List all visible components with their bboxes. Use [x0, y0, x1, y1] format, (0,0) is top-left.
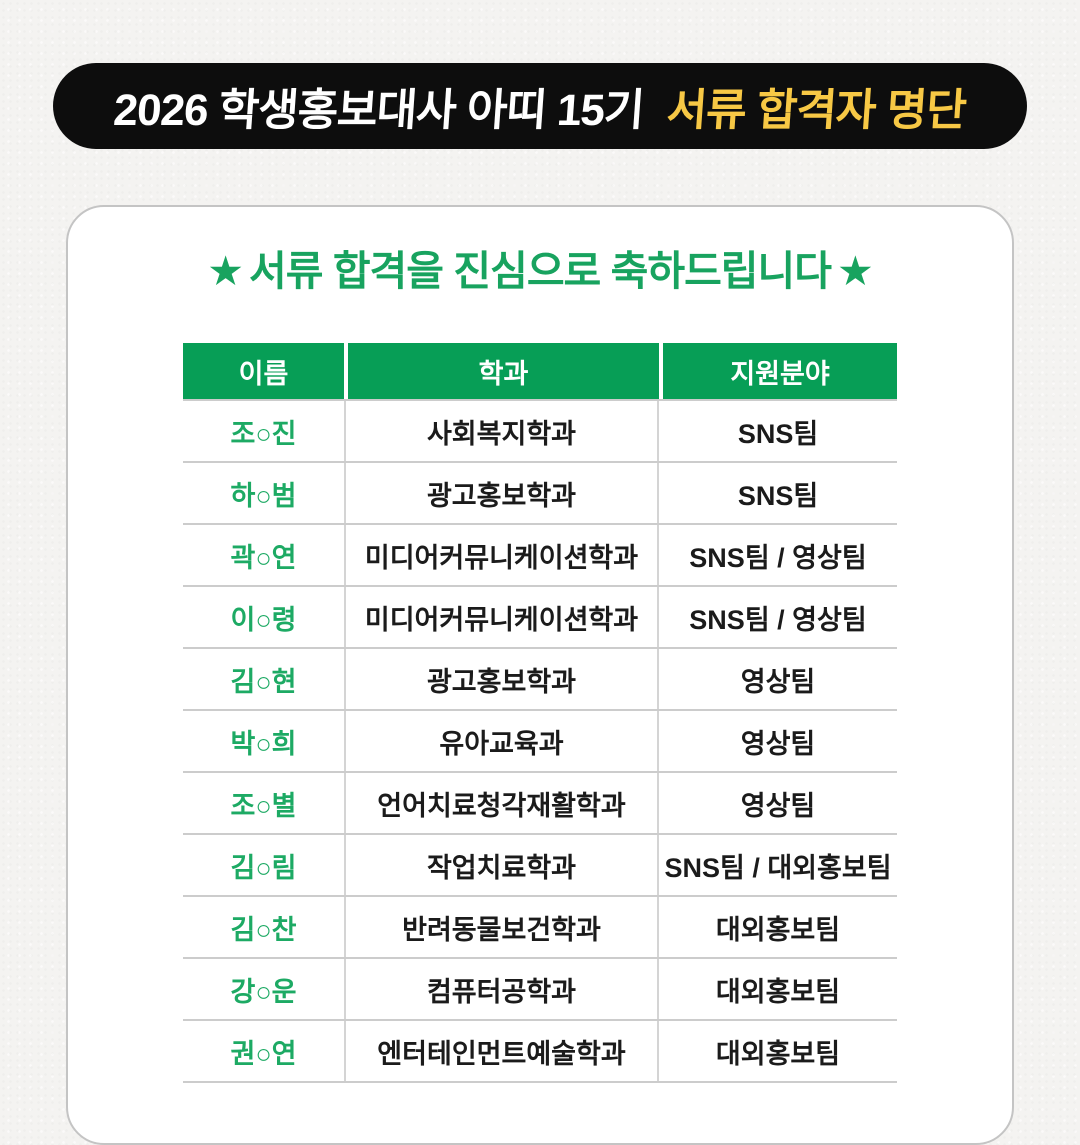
- cell-field: SNS팀: [737, 480, 819, 511]
- title-highlight-text: 서류 합격자 명단: [665, 86, 968, 135]
- cell-department: 미디어커뮤니케이션학과: [344, 525, 659, 585]
- cell-field: 영상팀: [740, 728, 816, 759]
- cell-name: 곽○연: [230, 542, 297, 573]
- table-row: 박○희 유아교육과 영상팀: [183, 711, 897, 773]
- table-row: 조○별 언어치료청각재활학과 영상팀: [183, 773, 897, 835]
- cell-field: SNS팀 / 대외홍보팀: [664, 852, 892, 883]
- title-banner: 2026 학생홍보대사 아띠 15기 서류 합격자 명단: [53, 63, 1027, 149]
- star-icon-left: ★: [207, 248, 244, 294]
- cell-field: SNS팀 / 영상팀: [689, 604, 867, 635]
- subtitle-text: 서류 합격을 진심으로 축하드립니다: [249, 248, 832, 294]
- cell-name: 조○별: [230, 790, 297, 821]
- header-cell-department: 학과: [344, 343, 659, 399]
- header-cell-field: 지원분야: [659, 343, 897, 399]
- content-card: ★ 서류 합격을 진심으로 축하드립니다 ★ 이름 학과 지원분야 조○진 사회복지…: [66, 205, 1014, 1145]
- cell-department: 컴퓨터공학과: [344, 959, 659, 1019]
- table-row: 김○찬 반려동물보건학과 대외홍보팀: [183, 897, 897, 959]
- congrats-subtitle: ★ 서류 합격을 진심으로 축하드립니다 ★: [68, 237, 1012, 297]
- cell-department: 언어치료청각재활학과: [344, 773, 659, 833]
- cell-department: 엔터테인먼트예술학과: [344, 1021, 659, 1081]
- cell-name: 권○연: [230, 1038, 297, 1069]
- cell-name: 박○희: [230, 728, 297, 759]
- cell-department: 반려동물보건학과: [344, 897, 659, 957]
- table-row: 김○현 광고홍보학과 영상팀: [183, 649, 897, 711]
- cell-field: SNS팀 / 영상팀: [689, 542, 867, 573]
- cell-name: 김○림: [230, 852, 297, 883]
- table-body: 조○진 사회복지학과 SNS팀 하○범 광고홍보학과 SNS팀 곽○연 미디어커…: [183, 399, 897, 1083]
- table-row: 김○림 작업치료학과 SNS팀 / 대외홍보팀: [183, 835, 897, 897]
- cell-name: 김○현: [230, 666, 297, 697]
- cell-department: 작업치료학과: [344, 835, 659, 895]
- cell-name: 이○령: [230, 604, 297, 635]
- cell-department: 미디어커뮤니케이션학과: [344, 587, 659, 647]
- table-row: 조○진 사회복지학과 SNS팀: [183, 401, 897, 463]
- title-text: 2026 학생홍보대사 아띠 15기 서류 합격자 명단: [112, 74, 968, 138]
- star-icon-right: ★: [836, 248, 874, 294]
- cell-field: 대외홍보팀: [715, 1038, 841, 1069]
- header-cell-name: 이름: [183, 343, 344, 399]
- cell-name: 조○진: [230, 418, 297, 449]
- pass-list-table: 이름 학과 지원분야 조○진 사회복지학과 SNS팀 하○범 광고홍보학과 SN…: [183, 343, 897, 1083]
- table-header-row: 이름 학과 지원분야: [183, 343, 897, 399]
- table-row: 강○운 컴퓨터공학과 대외홍보팀: [183, 959, 897, 1021]
- cell-department: 유아교육과: [344, 711, 659, 771]
- table-row: 하○범 광고홍보학과 SNS팀: [183, 463, 897, 525]
- cell-field: 영상팀: [740, 666, 816, 697]
- cell-field: 대외홍보팀: [715, 914, 841, 945]
- title-main-text: 2026 학생홍보대사 아띠 15기: [112, 86, 646, 135]
- cell-field: 대외홍보팀: [715, 976, 841, 1007]
- cell-field: 영상팀: [740, 790, 816, 821]
- cell-field: SNS팀: [737, 418, 819, 449]
- table-row: 권○연 엔터테인먼트예술학과 대외홍보팀: [183, 1021, 897, 1083]
- table-row: 곽○연 미디어커뮤니케이션학과 SNS팀 / 영상팀: [183, 525, 897, 587]
- cell-department: 광고홍보학과: [344, 649, 659, 709]
- cell-name: 김○찬: [230, 914, 297, 945]
- cell-department: 광고홍보학과: [344, 463, 659, 523]
- cell-name: 하○범: [230, 480, 297, 511]
- cell-department: 사회복지학과: [344, 401, 659, 461]
- cell-name: 강○운: [230, 976, 297, 1007]
- table-row: 이○령 미디어커뮤니케이션학과 SNS팀 / 영상팀: [183, 587, 897, 649]
